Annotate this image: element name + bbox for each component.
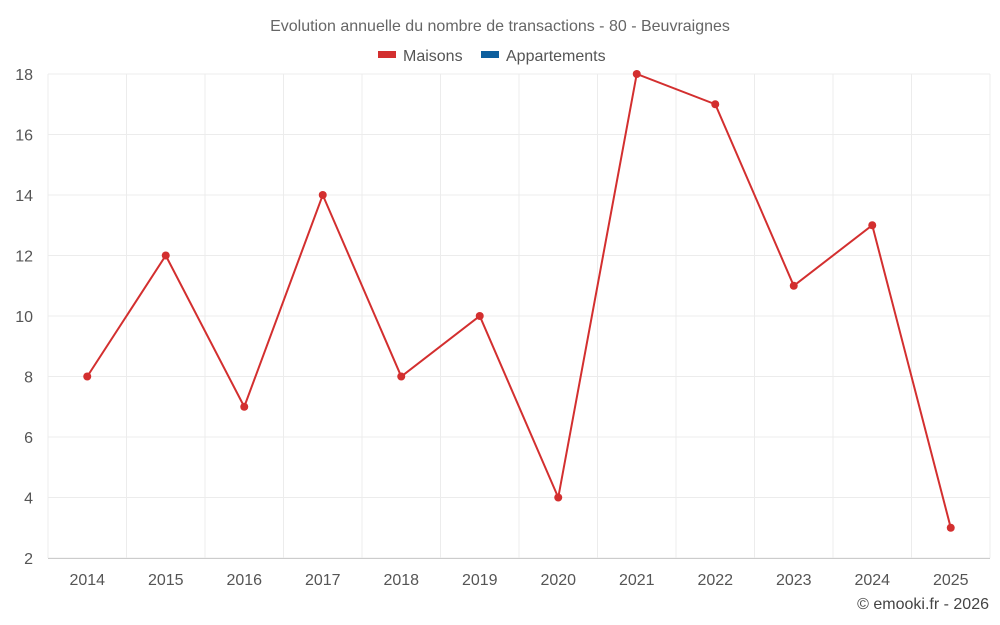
x-tick-label: 2017	[305, 572, 341, 589]
y-tick-label: 10	[15, 309, 33, 326]
x-tick-label: 2025	[933, 572, 969, 589]
data-point[interactable]	[868, 221, 877, 230]
x-tick-label: 2018	[383, 572, 419, 589]
legend-swatch-maisons	[378, 51, 396, 58]
x-tick-label: 2019	[462, 572, 498, 589]
x-tick-label: 2021	[619, 572, 655, 589]
legend-swatch-appartements	[481, 51, 499, 58]
series-line-maisons	[86, 72, 952, 529]
data-point[interactable]	[83, 372, 92, 381]
y-tick-label: 12	[15, 249, 33, 266]
x-gridlines	[47, 74, 991, 558]
y-tick-label: 18	[15, 67, 33, 84]
data-point[interactable]	[789, 281, 798, 290]
x-tick-label: 2020	[540, 572, 576, 589]
legend: Maisons Appartements	[378, 48, 606, 65]
series-layer	[83, 70, 955, 532]
data-point[interactable]	[240, 402, 249, 411]
x-tick-label: 2015	[148, 572, 184, 589]
y-tick-label: 8	[24, 370, 33, 387]
x-tick-label: 2016	[226, 572, 262, 589]
y-tick-label: 14	[15, 188, 33, 205]
data-point[interactable]	[711, 100, 720, 109]
x-tick-label: 2014	[69, 572, 105, 589]
x-tick-label: 2022	[697, 572, 733, 589]
data-point[interactable]	[161, 251, 170, 260]
credit-text: © emooki.fr - 2026	[857, 596, 989, 613]
y-tick-label: 6	[24, 430, 33, 447]
chart-title: Evolution annuelle du nombre de transact…	[270, 18, 730, 35]
data-point[interactable]	[397, 372, 406, 381]
y-tick-label: 2	[24, 551, 33, 568]
data-point[interactable]	[632, 70, 641, 78]
data-point[interactable]	[554, 493, 563, 502]
x-axis-ticks: 2014 2015 2016 2017 2018 2019 2020 2021 2022 2023…	[69, 572, 968, 589]
legend-label-appartements[interactable]: Appartements	[506, 48, 606, 65]
y-tick-label: 16	[15, 128, 33, 145]
x-tick-label: 2023	[776, 572, 812, 589]
legend-label-maisons[interactable]: Maisons	[403, 48, 463, 65]
data-point[interactable]	[475, 312, 484, 320]
x-tick-label: 2024	[854, 572, 890, 589]
data-point[interactable]	[946, 523, 955, 532]
y-tick-label: 4	[24, 491, 33, 508]
data-point[interactable]	[318, 191, 327, 199]
y-axis-ticks: 2 4 6 8 10 12 14 16 18	[15, 67, 33, 568]
